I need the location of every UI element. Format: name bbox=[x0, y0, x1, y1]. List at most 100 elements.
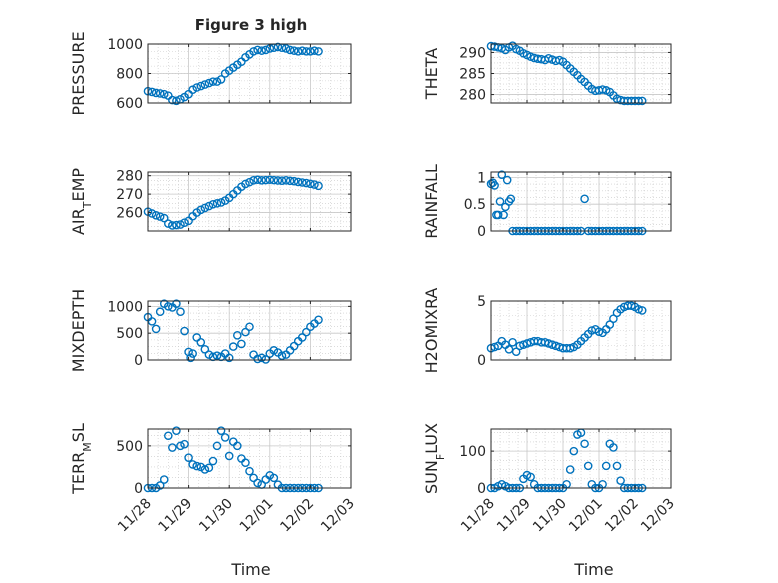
x-label-left: Time bbox=[230, 560, 270, 579]
data-point bbox=[208, 77, 218, 86]
data-point bbox=[186, 353, 195, 363]
data-point bbox=[269, 346, 279, 355]
data-point bbox=[580, 439, 589, 449]
data-point bbox=[310, 180, 319, 189]
x-tick-label: 11/28 bbox=[458, 496, 498, 536]
data-point bbox=[155, 481, 165, 490]
data-point bbox=[192, 83, 202, 92]
data-point bbox=[253, 45, 262, 55]
subplot-pressure: 600 800 1000 PRESSURE bbox=[69, 31, 352, 116]
data-point bbox=[302, 327, 311, 337]
data-point bbox=[212, 351, 222, 361]
axes-box bbox=[147, 300, 352, 361]
data-point bbox=[547, 340, 557, 349]
figure-title: Figure 3 high bbox=[195, 16, 308, 34]
data-point bbox=[257, 175, 266, 185]
data-point bbox=[188, 460, 197, 469]
data-point bbox=[237, 339, 246, 349]
x-tick-label: 12/03 bbox=[318, 496, 358, 536]
x-tick-label: 11/29 bbox=[494, 496, 534, 536]
y-tick-label: 280 bbox=[116, 169, 143, 185]
data-point bbox=[273, 42, 283, 52]
data-point bbox=[196, 337, 206, 347]
y-tick-label: 285 bbox=[459, 67, 486, 83]
data-point bbox=[151, 324, 161, 334]
data-point bbox=[200, 80, 210, 89]
data-point bbox=[180, 218, 189, 228]
data-point bbox=[216, 198, 226, 207]
data-point bbox=[200, 344, 210, 354]
data-point bbox=[196, 205, 206, 215]
y-axis-label: AIRTEMPAIR_TEMP bbox=[69, 168, 94, 235]
data-point bbox=[261, 175, 271, 185]
y-tick-label: 270 bbox=[116, 187, 143, 203]
data-point bbox=[241, 458, 250, 468]
data-point bbox=[277, 351, 287, 361]
data-point bbox=[155, 89, 165, 98]
x-tick-label: 12/02 bbox=[602, 496, 642, 536]
y-tick-label: 280 bbox=[459, 88, 486, 104]
data-point bbox=[306, 47, 315, 56]
data-point bbox=[627, 301, 636, 311]
data-point bbox=[204, 463, 214, 473]
data-point bbox=[551, 341, 561, 351]
data-point bbox=[612, 461, 622, 471]
data-point bbox=[159, 475, 169, 484]
data-point bbox=[519, 340, 528, 349]
data-point bbox=[273, 176, 283, 185]
data-point bbox=[515, 341, 525, 351]
data-point bbox=[257, 46, 266, 55]
subplot-theta: 280 285 290 THETA bbox=[422, 41, 672, 106]
data-point bbox=[502, 175, 512, 185]
y-axis-label: RAINFALL bbox=[422, 164, 441, 239]
x-tick-label: 12/03 bbox=[638, 496, 678, 536]
data-point bbox=[188, 349, 197, 358]
axes-box bbox=[147, 428, 352, 489]
data-point bbox=[522, 339, 532, 348]
data-point bbox=[180, 439, 189, 449]
y-tick-label: 100 bbox=[459, 444, 486, 460]
data-point bbox=[151, 88, 161, 98]
data-point bbox=[228, 342, 238, 351]
data-point bbox=[302, 178, 311, 188]
y-tick-label: 0 bbox=[477, 353, 486, 369]
data-point bbox=[544, 339, 553, 348]
y-tick-label: 800 bbox=[116, 67, 143, 83]
data-point bbox=[159, 89, 169, 99]
data-point bbox=[526, 472, 535, 482]
data-point bbox=[508, 337, 517, 347]
data-point bbox=[168, 95, 177, 105]
x-tick-label: 11/28 bbox=[115, 496, 155, 536]
data-point bbox=[277, 176, 287, 185]
data-point bbox=[159, 213, 169, 223]
data-point bbox=[176, 441, 185, 451]
y-tick-label: 0 bbox=[134, 353, 143, 369]
y-tick-label: 5 bbox=[477, 294, 486, 310]
data-point bbox=[289, 176, 299, 186]
y-tick-label: 0 bbox=[477, 481, 486, 497]
x-tick-label: 12/01 bbox=[237, 496, 277, 536]
data-point bbox=[241, 179, 250, 189]
subplot-air-temp: 260 270 280 AIRTEMPAIR_TEMP bbox=[69, 168, 352, 235]
data-point bbox=[565, 465, 575, 474]
y-tick-label: 0 bbox=[477, 224, 486, 240]
data-point bbox=[310, 46, 319, 55]
subplot-mixdepth: 0 500 1000 MIXDEPTH bbox=[69, 289, 352, 372]
data-point bbox=[565, 343, 575, 353]
data-point bbox=[224, 353, 234, 363]
data-point bbox=[204, 201, 214, 211]
x-tick-label: 11/30 bbox=[196, 496, 236, 536]
data-point bbox=[598, 85, 607, 94]
data-point bbox=[204, 350, 214, 359]
data-point bbox=[180, 326, 189, 336]
data-point bbox=[504, 345, 514, 354]
data-point bbox=[168, 221, 177, 230]
y-tick-label: 500 bbox=[116, 326, 143, 342]
data-point bbox=[196, 81, 206, 91]
data-point bbox=[204, 78, 214, 88]
y-tick-label: 290 bbox=[459, 45, 486, 61]
data-point bbox=[257, 353, 266, 363]
y-axis-label: TERRMSLTERR_MSL bbox=[69, 423, 94, 495]
data-point bbox=[253, 354, 262, 364]
data-point bbox=[493, 210, 503, 220]
